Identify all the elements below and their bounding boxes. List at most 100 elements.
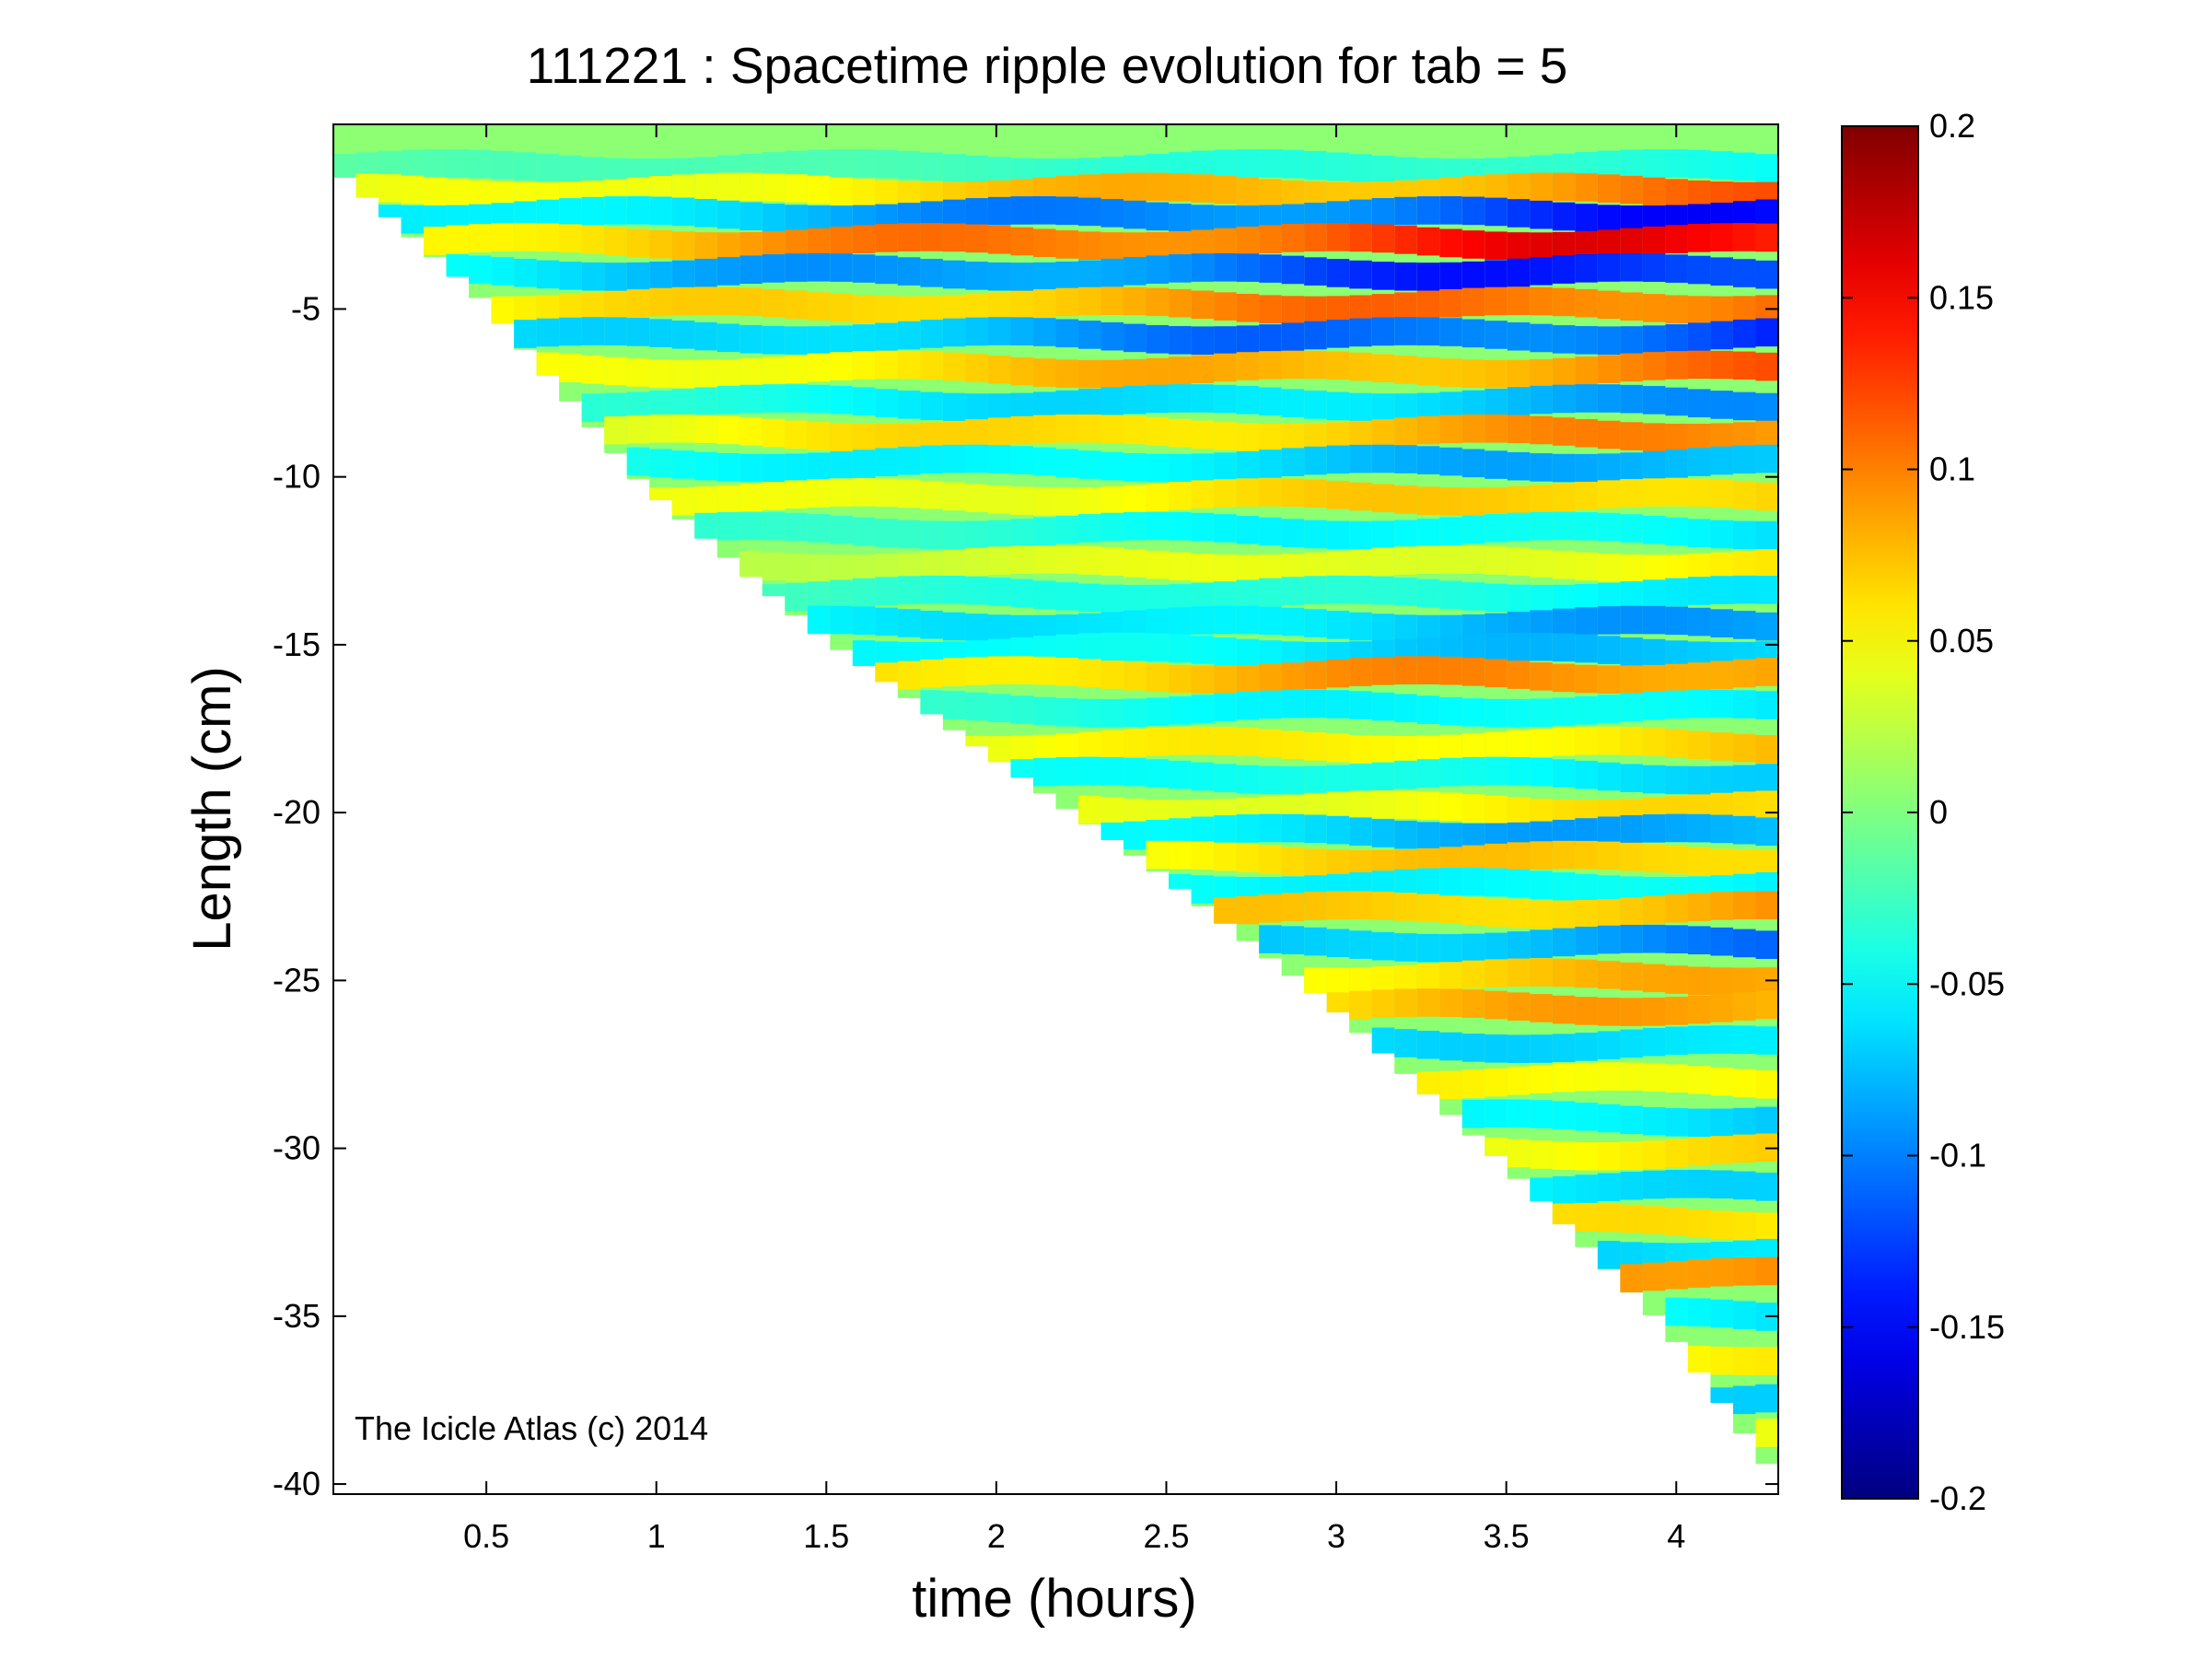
heatmap-cell: [875, 255, 899, 285]
heatmap-cell: [694, 173, 718, 202]
heatmap-cell: [1530, 1100, 1554, 1128]
heatmap-cell: [1597, 453, 1621, 482]
heatmap-cell: [1214, 815, 1238, 844]
heatmap-cell: [739, 384, 763, 414]
heatmap-cell: [1416, 446, 1440, 474]
heatmap-cell: [1304, 732, 1328, 761]
heatmap-cell: [1304, 576, 1328, 604]
heatmap-cell: [1732, 481, 1757, 509]
heatmap-cell: [1507, 931, 1531, 960]
heatmap-cell: [1507, 797, 1531, 826]
heatmap-cell: [1732, 1385, 1757, 1415]
heatmap-cell: [1326, 320, 1350, 348]
heatmap-cell: [1507, 992, 1531, 1021]
heatmap-cell: [1394, 1029, 1418, 1057]
heatmap-cell: [1507, 387, 1531, 415]
heatmap-cell: [1575, 607, 1599, 636]
heatmap-cell: [1642, 386, 1667, 415]
heatmap-cell: [1575, 204, 1599, 232]
heatmap-cell: [446, 179, 470, 207]
heatmap-cell: [785, 420, 809, 450]
heatmap-cell: [1507, 1066, 1531, 1095]
heatmap-cell: [1642, 177, 1667, 206]
heatmap-cell: [987, 656, 1012, 685]
y-tick-label: -20: [273, 793, 320, 831]
heatmap-cell: [1597, 512, 1621, 542]
heatmap-cell: [1416, 356, 1440, 386]
heatmap-cell: [1620, 764, 1644, 792]
heatmap-cell: [852, 254, 876, 283]
heatmap-cell: [762, 356, 786, 385]
heatmap-cell: [1439, 696, 1463, 726]
heatmap-cell: [1620, 514, 1644, 543]
heatmap-cell: [1259, 765, 1283, 795]
colorbar: 0.2 0.15 0.1 0.05 0 -0.05 -0.1 -0.15 -0.2: [1841, 107, 2005, 1517]
heatmap-cell: [1146, 483, 1170, 512]
heatmap-cell: [1169, 695, 1193, 725]
heatmap-cell: [1055, 698, 1079, 727]
heatmap-cell: [1755, 223, 1778, 252]
heatmap-cell: [1575, 1174, 1599, 1203]
heatmap-cell: [1055, 657, 1079, 686]
heatmap-cell: [1010, 317, 1034, 346]
heatmap-cell: [1236, 450, 1260, 480]
heatmap-cell: [1169, 840, 1193, 870]
heatmap-cell: [739, 453, 763, 483]
heatmap-cell: [1687, 1108, 1712, 1138]
heatmap-cell: [581, 317, 605, 345]
heatmap-cell: [852, 606, 876, 636]
heatmap-cell: [1755, 520, 1778, 550]
heatmap-cell: [807, 479, 831, 508]
heatmap-cell: [1575, 418, 1599, 448]
heatmap-cell: [852, 295, 876, 323]
heatmap-cell: [739, 550, 763, 578]
heatmap-cell: [1371, 198, 1395, 227]
heatmap-cell: [1371, 393, 1395, 422]
heatmap-cell: [1530, 900, 1554, 929]
heatmap-cell: [1575, 1141, 1599, 1171]
x-tick-label: 1.5: [803, 1517, 849, 1555]
heatmap-cell: [1687, 689, 1712, 719]
heatmap-cell: [1461, 698, 1485, 727]
heatmap-cell: [920, 259, 944, 287]
heatmap-cell: [897, 321, 922, 350]
heatmap-cell: [1032, 545, 1057, 574]
heatmap-cell: [1416, 868, 1440, 897]
heatmap-cell: [1236, 895, 1260, 925]
heatmap-cell: [1394, 196, 1418, 226]
heatmap-cell: [1169, 453, 1193, 483]
heatmap-cell: [514, 320, 538, 348]
heatmap-cell: [1394, 820, 1418, 849]
heatmap-cell: [830, 253, 854, 282]
heatmap-cell: [649, 359, 673, 388]
watermark-text: The Icicle Atlas (c) 2014: [355, 1409, 708, 1447]
heatmap-cell: [1620, 554, 1644, 583]
heatmap-cell: [1507, 899, 1531, 929]
heatmap-cell: [1552, 255, 1576, 284]
heatmap-cell: [716, 452, 740, 482]
heatmap-cell: [604, 415, 628, 445]
heatmap-cell: [1732, 929, 1757, 958]
heatmap-cell: [1010, 263, 1034, 291]
heatmap-cell: [1169, 607, 1193, 636]
heatmap-cell: [807, 252, 831, 282]
heatmap-cell: [942, 260, 967, 289]
heatmap-cell: [1281, 662, 1305, 691]
heatmap-cell: [1597, 816, 1621, 846]
heatmap-cell: [716, 511, 740, 541]
heatmap-cell: [1620, 1105, 1644, 1135]
heatmap-cell: [1461, 359, 1485, 388]
heatmap-cell: [942, 576, 967, 604]
x-tick-label: 3: [1327, 1517, 1345, 1555]
heatmap-cell: [1597, 384, 1621, 413]
heatmap-cell: [1326, 520, 1350, 550]
heatmap-cell: [1416, 415, 1440, 445]
heatmap-cell: [942, 691, 967, 719]
y-tick-label: -5: [291, 289, 320, 327]
heatmap-cell: [1575, 959, 1599, 988]
heatmap-cell: [1732, 765, 1757, 794]
heatmap-cell: [1078, 286, 1102, 316]
heatmap-cell: [1146, 633, 1170, 662]
heatmap-cell: [1755, 1256, 1778, 1286]
